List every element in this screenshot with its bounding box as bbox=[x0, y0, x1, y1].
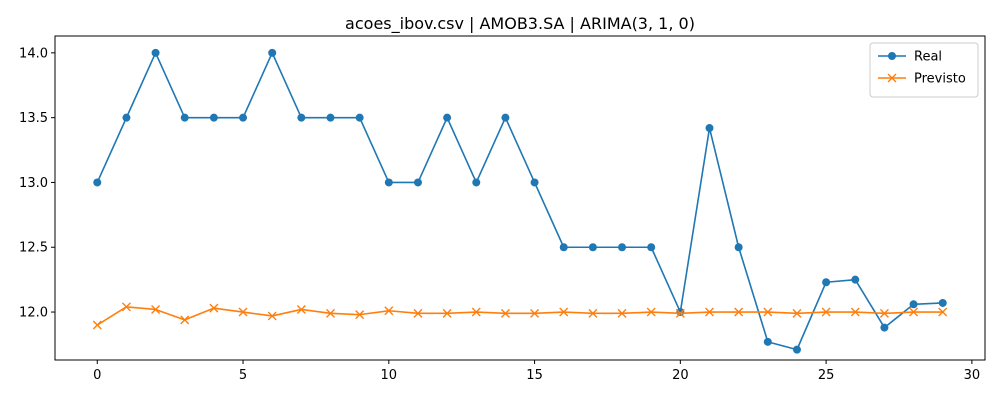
data-point bbox=[909, 300, 918, 309]
data-point bbox=[92, 320, 102, 330]
data-point bbox=[296, 304, 306, 314]
series-previsto bbox=[92, 302, 948, 330]
legend-item: Real bbox=[878, 50, 942, 65]
data-point bbox=[851, 275, 860, 284]
x-tick-label: 15 bbox=[526, 368, 543, 383]
data-point bbox=[938, 307, 948, 317]
data-point bbox=[413, 178, 422, 187]
data-point bbox=[239, 113, 248, 122]
legend-item: Previsto bbox=[878, 72, 966, 87]
data-point bbox=[822, 278, 831, 287]
data-point bbox=[384, 306, 394, 316]
data-point bbox=[646, 307, 656, 317]
data-point bbox=[209, 303, 219, 313]
axes-frame bbox=[54, 35, 986, 361]
data-point bbox=[530, 308, 540, 318]
x-tick-label: 30 bbox=[964, 368, 981, 383]
data-point bbox=[909, 307, 919, 317]
x-tick-label: 10 bbox=[381, 368, 398, 383]
y-axis: 12.0 12.5 13.0 13.5 14.0 bbox=[19, 46, 55, 321]
data-point bbox=[880, 323, 889, 332]
legend-label: Real bbox=[914, 50, 942, 65]
data-point bbox=[442, 308, 452, 318]
data-point bbox=[209, 113, 218, 122]
data-point bbox=[93, 178, 102, 187]
x-axis: 0 5 10 15 20 25 30 bbox=[93, 360, 980, 383]
legend-marker bbox=[888, 52, 896, 60]
data-point bbox=[792, 308, 802, 318]
data-point bbox=[443, 113, 452, 122]
data-point bbox=[792, 345, 801, 354]
data-point bbox=[472, 178, 481, 187]
chart-title: acoes_ibov.csv | AMOB3.SA | ARIMA(3, 1, … bbox=[345, 14, 695, 34]
data-point bbox=[588, 308, 598, 318]
data-point bbox=[559, 243, 568, 252]
plot-area bbox=[92, 48, 948, 354]
data-point bbox=[763, 307, 773, 317]
data-point bbox=[705, 124, 714, 133]
x-tick-label: 20 bbox=[672, 368, 689, 383]
x-tick-label: 0 bbox=[93, 368, 101, 383]
data-point bbox=[471, 307, 481, 317]
legend-marker bbox=[887, 73, 897, 83]
y-tick-label: 12.5 bbox=[19, 241, 48, 256]
x-tick-label: 25 bbox=[818, 368, 835, 383]
data-point bbox=[879, 308, 889, 318]
data-point bbox=[267, 311, 277, 321]
y-tick-label: 13.0 bbox=[19, 176, 48, 191]
legend: Real Previsto bbox=[869, 42, 979, 98]
data-point bbox=[268, 48, 277, 57]
data-point bbox=[326, 113, 335, 122]
data-point bbox=[734, 307, 744, 317]
legend-label: Previsto bbox=[914, 72, 966, 87]
data-point bbox=[763, 337, 772, 346]
y-tick-label: 12.0 bbox=[19, 306, 48, 321]
data-point bbox=[384, 178, 393, 187]
data-point bbox=[675, 308, 685, 318]
data-point bbox=[676, 308, 685, 317]
data-point bbox=[850, 307, 860, 317]
data-point bbox=[121, 302, 131, 312]
data-point bbox=[588, 243, 597, 252]
series-real bbox=[93, 48, 947, 354]
data-point bbox=[151, 48, 160, 57]
data-point bbox=[180, 113, 189, 122]
data-point bbox=[413, 308, 423, 318]
data-point bbox=[297, 113, 306, 122]
data-point bbox=[821, 307, 831, 317]
data-point bbox=[705, 307, 714, 317]
data-point bbox=[559, 307, 569, 317]
data-point bbox=[734, 243, 743, 252]
data-point bbox=[355, 113, 364, 122]
data-point bbox=[617, 308, 627, 318]
data-point bbox=[355, 310, 365, 320]
data-point bbox=[618, 243, 627, 252]
data-point bbox=[938, 298, 947, 307]
data-point bbox=[500, 308, 510, 318]
x-tick-label: 5 bbox=[239, 368, 247, 383]
data-point bbox=[238, 307, 248, 317]
y-tick-label: 14.0 bbox=[19, 46, 48, 61]
data-point bbox=[151, 304, 161, 314]
data-point bbox=[647, 243, 656, 252]
data-point bbox=[326, 308, 335, 318]
series-line bbox=[96, 306, 943, 326]
data-point bbox=[122, 113, 131, 122]
data-point bbox=[180, 315, 190, 325]
data-point bbox=[501, 113, 510, 122]
data-point bbox=[530, 178, 539, 187]
series-line bbox=[96, 52, 943, 351]
y-tick-label: 13.5 bbox=[19, 111, 48, 126]
